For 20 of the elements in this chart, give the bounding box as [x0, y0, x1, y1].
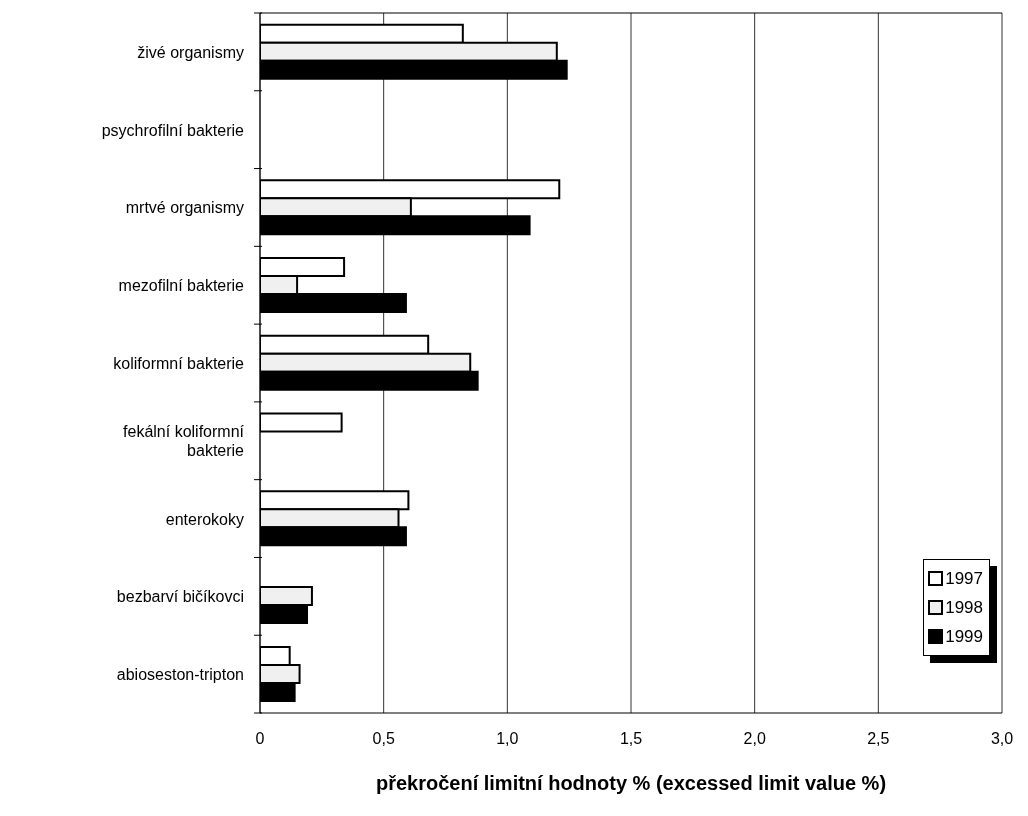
x-tick-label: 1,0	[496, 730, 519, 748]
x-tick-label: 2,0	[743, 730, 766, 748]
y-tick-label: mrtvé organismy	[125, 198, 244, 216]
x-tick-label: 0	[255, 730, 265, 748]
y-tick-label: koliformní bakterie	[113, 354, 245, 372]
y-tick-label: živé organismy	[137, 43, 244, 61]
x-tick-label: 2,5	[867, 730, 890, 748]
y-tick-label: fekální koliformní bakterie	[123, 422, 245, 459]
legend-label: 1997	[945, 568, 983, 589]
x-tick-label: 0,5	[372, 730, 395, 748]
y-tick-label: psychrofilní bakterie	[101, 121, 245, 139]
x-axis-title: překročení limitní hodnoty % (excessed limit value %)	[375, 772, 887, 794]
x-tick-label: 1,5	[619, 730, 643, 748]
y-tick-label: mezofilní bakterie	[118, 276, 245, 294]
legend-label: 1999	[945, 626, 983, 647]
y-tick-label: bezbarví bičíkovci	[116, 587, 244, 605]
x-tick-label: 3,0	[990, 730, 1014, 748]
y-tick-label: enterokoky	[165, 510, 244, 528]
y-tick-label: abioseston-tripton	[116, 665, 244, 683]
legend-label: 1998	[945, 597, 983, 618]
